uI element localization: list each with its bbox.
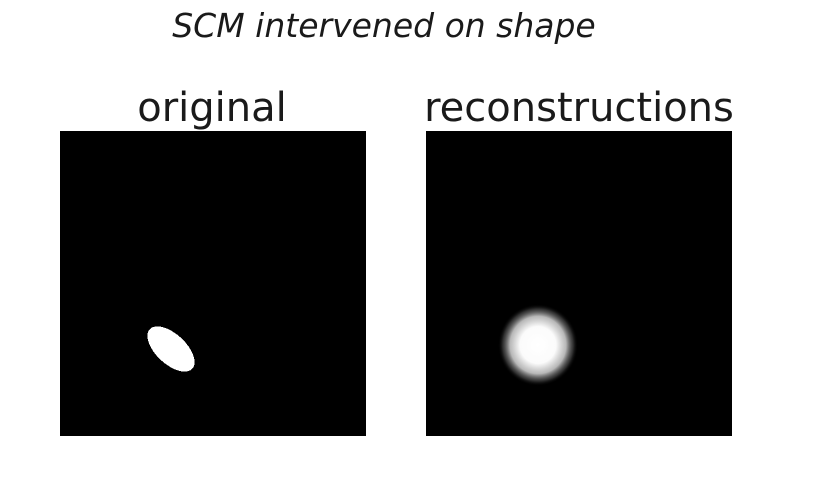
reconstruction-blob-shape: [498, 304, 578, 386]
original-image-canvas: [60, 131, 366, 436]
figure-title: SCM intervened on shape: [172, 6, 596, 45]
original-panel-title: original: [137, 85, 287, 131]
reconstruction-background: [426, 131, 732, 436]
reconstruction-image-canvas: [426, 131, 732, 436]
original-image: [60, 131, 366, 436]
reconstruction-image: [426, 131, 732, 436]
original-ellipse-shape: [147, 326, 195, 372]
original-background: [60, 131, 366, 436]
reconstructions-panel-title: reconstructions: [424, 85, 734, 131]
